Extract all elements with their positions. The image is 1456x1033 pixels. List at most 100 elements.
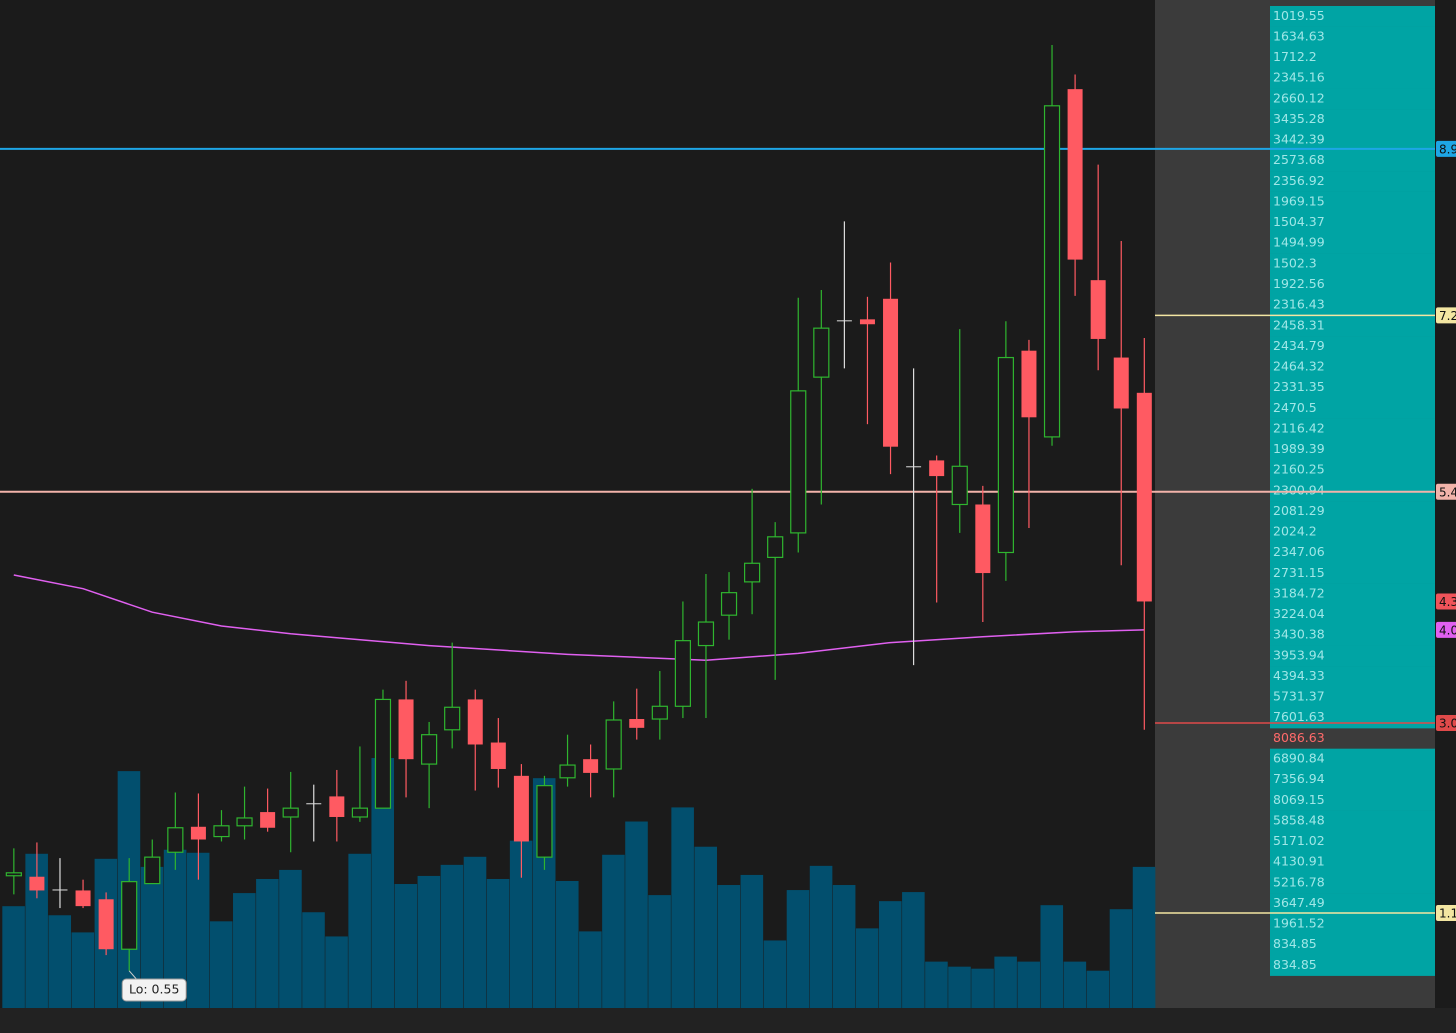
candle-body — [720, 592, 738, 616]
volume-bar — [832, 885, 856, 1008]
candle-body — [906, 466, 922, 468]
profile-value: 5171.02 — [1273, 833, 1325, 848]
profile-row — [1270, 191, 1435, 213]
candle-body — [75, 890, 91, 907]
volume-bar — [48, 915, 72, 1008]
profile-row — [1270, 129, 1435, 151]
profile-row — [1270, 377, 1435, 399]
candle-body — [29, 876, 45, 891]
volume-bar — [763, 940, 787, 1008]
candle-body — [1090, 280, 1106, 339]
candle-body — [790, 390, 807, 534]
candle-body — [997, 356, 1014, 554]
volume-bar — [855, 928, 879, 1008]
volume-bar — [394, 884, 418, 1008]
price-label: 1.1 — [1439, 906, 1456, 920]
volume-bar — [509, 840, 533, 1008]
price-label: 8.9 — [1439, 142, 1456, 156]
volume-bar — [971, 968, 994, 1008]
volume-bar — [1040, 905, 1064, 1008]
profile-row — [1270, 439, 1435, 461]
profile-row — [1270, 212, 1435, 234]
profile-value: 5858.48 — [1273, 812, 1325, 827]
profile-value: 2573.68 — [1273, 152, 1325, 167]
profile-row — [1270, 604, 1435, 626]
profile-value: 1634.63 — [1273, 28, 1325, 43]
candle-body — [559, 764, 576, 779]
candle-body — [1043, 105, 1061, 438]
price-label-box — [1436, 140, 1456, 157]
volume-bar — [1086, 970, 1110, 1008]
candle-body — [697, 621, 715, 647]
profile-row — [1270, 171, 1435, 192]
profile-row — [1270, 397, 1435, 419]
volume-bar — [740, 874, 764, 1008]
profile-value: 2331.35 — [1273, 379, 1325, 394]
volume-bar — [1063, 961, 1087, 1008]
profile-value: 2345.16 — [1273, 70, 1325, 85]
profile-value: 2660.12 — [1273, 90, 1325, 105]
annotation: Lo: 0.55 — [129, 982, 179, 997]
candle-body — [1136, 392, 1152, 602]
profile-value: 2458.31 — [1273, 317, 1325, 332]
profile-value: 1019.55 — [1273, 8, 1325, 23]
profile-row — [1270, 624, 1435, 646]
candles: Lo: 0.55 — [5, 45, 1152, 1002]
candle-body — [883, 298, 899, 447]
candle-body — [306, 803, 322, 805]
profile-value: 5216.78 — [1273, 874, 1325, 889]
profile-value: 3224.04 — [1273, 606, 1325, 621]
volume-profile: 1019.55 1634.63 1712.2 2345.16 2660.12 3435.2… — [1270, 6, 1435, 976]
profile-row — [1270, 542, 1435, 564]
profile-row — [1270, 934, 1435, 956]
profile-value: 1712.2 — [1273, 49, 1317, 64]
candle-body — [836, 320, 852, 322]
time-axis — [0, 1008, 1456, 1033]
volume-bar — [440, 864, 464, 1008]
candle-body — [52, 889, 68, 891]
profile-value: 1504.37 — [1273, 214, 1325, 229]
candle-body — [260, 812, 276, 828]
moving-average — [13, 574, 1145, 661]
profile-row — [1270, 88, 1435, 110]
candle-body — [536, 785, 553, 858]
price-label: 3.0 — [1439, 716, 1456, 730]
profile-row — [1270, 748, 1435, 770]
volume-bar — [694, 846, 717, 1008]
profile-value: 2464.32 — [1273, 359, 1325, 374]
price-label-box — [1436, 593, 1456, 610]
price-label-box — [1436, 621, 1456, 638]
candle-body — [374, 698, 392, 809]
candle-body — [651, 705, 668, 720]
candle-body — [513, 775, 529, 842]
volume-bar — [417, 875, 441, 1008]
profile-row — [1270, 769, 1435, 791]
profile-row — [1270, 294, 1435, 316]
profile-row — [1270, 954, 1435, 976]
profile-row — [1270, 150, 1435, 172]
price-label: 4.3 — [1439, 595, 1456, 609]
profile-value: 2470.5 — [1273, 400, 1317, 415]
profile-value: 2731.15 — [1273, 565, 1325, 580]
candle-body — [282, 807, 299, 818]
profile-value: 1502.3 — [1273, 255, 1317, 270]
profile-row — [1270, 810, 1435, 832]
candle-body — [213, 825, 230, 838]
profile-value: 2356.92 — [1273, 173, 1325, 188]
candle-body — [167, 827, 184, 853]
candle-body — [744, 562, 761, 583]
profile-value: 4130.91 — [1273, 854, 1325, 869]
volume-bar — [302, 912, 325, 1008]
profile-value: 1922.56 — [1273, 276, 1325, 291]
profile-row — [1270, 26, 1435, 48]
profile-value: 834.85 — [1273, 957, 1317, 972]
volume-bar — [209, 921, 233, 1008]
profile-row — [1270, 232, 1435, 254]
candle-body — [236, 817, 253, 827]
candle-body — [467, 699, 483, 745]
volume-bar — [2, 906, 25, 1008]
profile-row — [1270, 459, 1435, 481]
candle-body — [121, 881, 138, 950]
volume-bar — [71, 932, 95, 1008]
candle-body — [951, 465, 968, 506]
